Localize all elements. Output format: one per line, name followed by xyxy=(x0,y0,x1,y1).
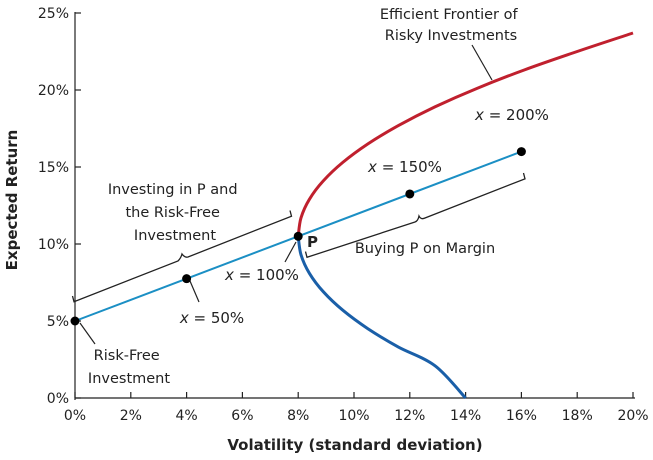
y-tick-label: 20% xyxy=(38,83,69,99)
portfolio-point xyxy=(70,316,80,326)
margin-brace xyxy=(304,172,526,259)
investing-brace xyxy=(71,210,293,303)
portfolio-point xyxy=(182,274,192,284)
y-tick-label: 15% xyxy=(38,160,69,176)
x100-leader-line xyxy=(284,241,297,263)
frontier-label: Efficient Frontier of Risky Investments xyxy=(380,7,522,44)
x-ticks: 0% 2% 4% 6% 8% 10% 12% 14% 16% 18% 20% xyxy=(64,392,649,424)
portfolio-point xyxy=(293,231,303,241)
riskfree-label-line-2: Investment xyxy=(88,371,170,387)
x-tick-label: 18% xyxy=(562,408,593,424)
x-tick-label: 6% xyxy=(231,408,253,424)
efficient-frontier-line xyxy=(296,31,634,237)
riskfree-label-line-1: Risk-Free xyxy=(94,348,160,364)
investing-label: Investing in P and the Risk-Free Investm… xyxy=(108,182,242,244)
frontier-leader-line xyxy=(471,44,493,81)
y-tick-label: 5% xyxy=(47,314,69,330)
frontier-label-line-1: Efficient Frontier of xyxy=(380,7,519,23)
x-tick-label: 4% xyxy=(175,408,197,424)
x50-label: x = 50% xyxy=(179,309,244,327)
y-axis-title: Expected Return xyxy=(3,130,21,271)
investing-label-line-3: Investment xyxy=(134,228,216,244)
x-tick-label: 0% xyxy=(64,408,86,424)
portfolio-point xyxy=(405,189,415,199)
x-tick-label: 14% xyxy=(450,408,481,424)
y-tick-label: 0% xyxy=(47,391,69,407)
inefficient-frontier-line xyxy=(296,236,467,400)
y-ticks: 0% 5% 10% 15% 20% 25% xyxy=(38,6,81,407)
margin-label: Buying P on Margin xyxy=(355,241,495,257)
x50-leader-line xyxy=(189,280,200,303)
y-tick-label: 25% xyxy=(38,6,69,22)
investing-label-line-2: the Risk-Free xyxy=(125,205,220,221)
x-tick-label: 12% xyxy=(394,408,425,424)
x-tick-label: 20% xyxy=(617,408,648,424)
x100-label: x = 100% xyxy=(224,266,299,284)
portfolio-points xyxy=(70,147,526,326)
x200-label: x = 200% xyxy=(474,106,549,124)
x-tick-label: 8% xyxy=(287,408,309,424)
x-tick-label: 2% xyxy=(120,408,142,424)
x-axis-title: Volatility (standard deviation) xyxy=(227,436,482,454)
investing-label-line-1: Investing in P and xyxy=(108,182,238,198)
portfolio-point xyxy=(516,147,526,157)
riskfree-label: Risk-Free Investment xyxy=(88,348,170,387)
x-tick-label: 10% xyxy=(338,408,369,424)
y-tick-label: 10% xyxy=(38,237,69,253)
p-label: P xyxy=(307,233,318,251)
x150-label: x = 150% xyxy=(367,158,442,176)
frontier-label-line-2: Risky Investments xyxy=(385,28,517,44)
x-tick-label: 16% xyxy=(506,408,537,424)
riskfree-leader-line xyxy=(79,322,96,345)
